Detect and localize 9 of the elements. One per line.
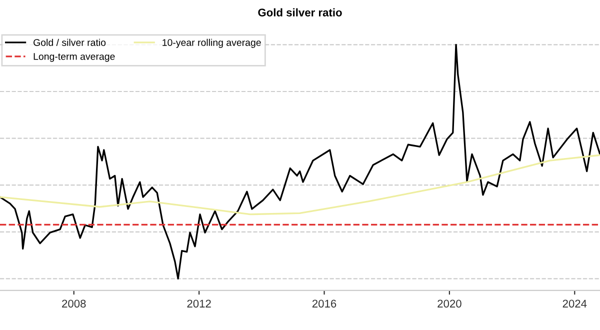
chart-title: Gold silver ratio [258, 8, 342, 16]
legend-label: Long-term average [34, 53, 115, 62]
x-tick-label: 2024 [562, 300, 587, 308]
legend-label: 10-year rolling average [162, 38, 261, 48]
legend-label: Gold / silver ratio [34, 38, 106, 46]
x-tick-label: 2016 [312, 300, 336, 308]
x-tick-label: 2012 [187, 300, 211, 308]
x-tick-label: 2008 [62, 300, 86, 308]
x-tick-label: 2020 [438, 300, 462, 308]
